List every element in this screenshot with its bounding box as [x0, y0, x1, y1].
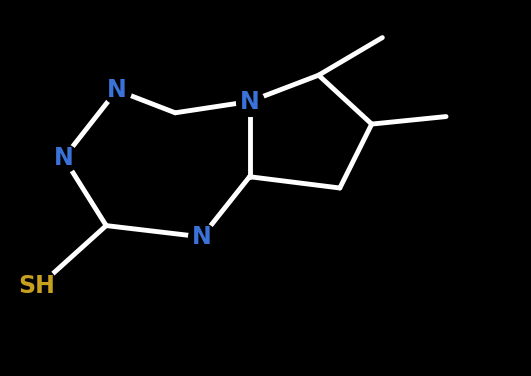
- Text: N: N: [54, 146, 74, 170]
- Text: N: N: [192, 225, 212, 249]
- Text: N: N: [107, 78, 127, 102]
- Text: N: N: [239, 89, 260, 114]
- Text: SH: SH: [19, 274, 56, 298]
